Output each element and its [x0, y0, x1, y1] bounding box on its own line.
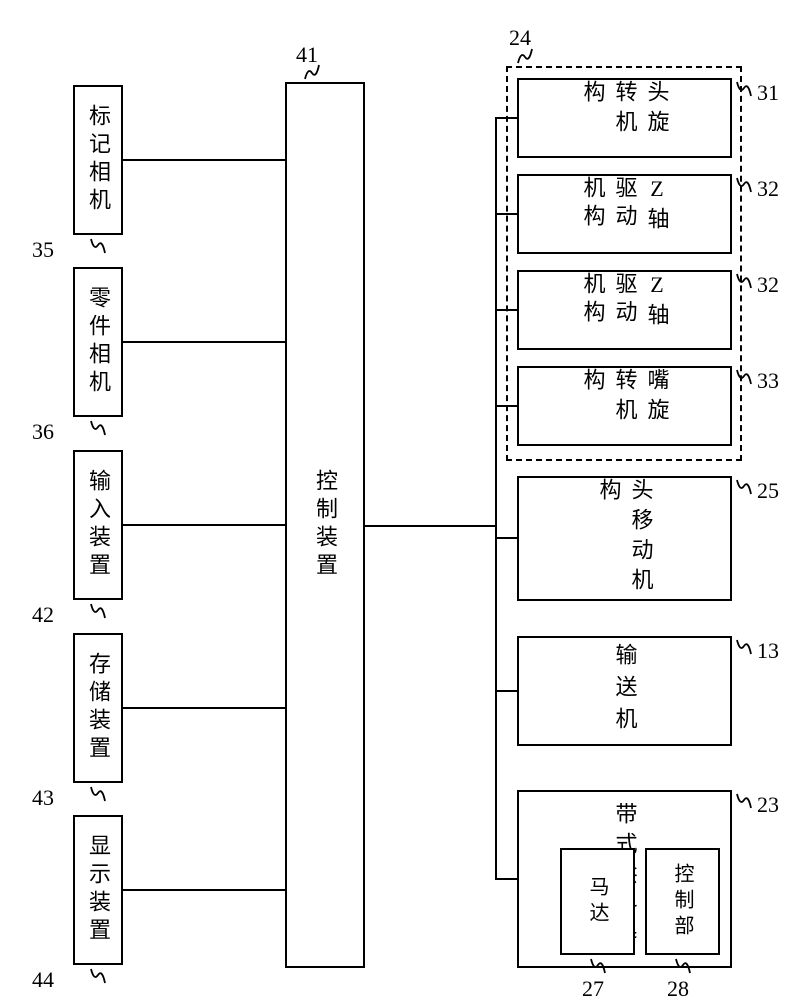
control-part: 控制部 [645, 848, 720, 955]
control-device: 控制装置 [285, 82, 365, 968]
squiggle [734, 176, 754, 194]
line [495, 117, 517, 119]
ref-25: 25 [757, 478, 779, 504]
display-device: 显示装置 [73, 815, 123, 965]
line [495, 405, 517, 407]
input-device-label: 输入装置 [82, 469, 114, 581]
parts-camera-label: 零件相机 [82, 286, 114, 398]
line [495, 213, 517, 215]
z-drive-2-label: Z轴驱动机构 [577, 272, 673, 348]
squiggle [734, 478, 754, 496]
line [123, 889, 285, 891]
storage-device: 存储装置 [73, 633, 123, 783]
z-drive-1-label: Z轴驱动机构 [577, 176, 673, 252]
squiggle [673, 957, 693, 975]
mark-camera-label: 标记相机 [82, 104, 114, 216]
ref-41: 41 [296, 42, 318, 68]
head-rotate: 头旋转机构 [517, 78, 732, 158]
conveyor: 输送机 [517, 636, 732, 746]
line [495, 117, 497, 879]
line [123, 341, 285, 343]
conveyor-label: 输送机 [609, 643, 641, 739]
ref-33: 33 [757, 368, 779, 394]
z-drive-1: Z轴驱动机构 [517, 174, 732, 254]
mark-camera: 标记相机 [73, 85, 123, 235]
motor: 马达 [560, 848, 635, 955]
line [123, 524, 285, 526]
z-drive-2: Z轴驱动机构 [517, 270, 732, 350]
ref-42: 42 [32, 602, 54, 628]
ref-32a: 32 [757, 176, 779, 202]
squiggle [88, 419, 108, 437]
line [495, 309, 517, 311]
input-device: 输入装置 [73, 450, 123, 600]
ref-44: 44 [32, 967, 54, 993]
control-device-label: 控制装置 [309, 469, 341, 581]
head-move: 头移动机构 [517, 476, 732, 601]
line [495, 878, 517, 880]
control-part-label: 控制部 [668, 863, 697, 941]
motor-label: 马达 [583, 876, 612, 928]
squiggle [588, 957, 608, 975]
ref-36: 36 [32, 419, 54, 445]
ref-32b: 32 [757, 272, 779, 298]
parts-camera: 零件相机 [73, 267, 123, 417]
line [365, 525, 495, 527]
ref-28: 28 [667, 976, 689, 1002]
squiggle [88, 602, 108, 620]
storage-device-label: 存储装置 [82, 652, 114, 764]
head-rotate-label: 头旋转机构 [577, 80, 673, 156]
squiggle [734, 272, 754, 290]
squiggle [88, 237, 108, 255]
display-device-label: 显示装置 [82, 834, 114, 946]
nozzle-rotate-label: 嘴旋转机构 [577, 368, 673, 444]
squiggle [88, 785, 108, 803]
line [123, 159, 285, 161]
squiggle [88, 967, 108, 985]
ref-24: 24 [509, 25, 531, 51]
line [495, 690, 517, 692]
ref-13: 13 [757, 638, 779, 664]
squiggle [734, 80, 754, 98]
line [495, 537, 517, 539]
ref-43: 43 [32, 785, 54, 811]
ref-35: 35 [32, 237, 54, 263]
squiggle [734, 638, 754, 656]
ref-27: 27 [582, 976, 604, 1002]
line [123, 707, 285, 709]
squiggle [734, 792, 754, 810]
ref-23: 23 [757, 792, 779, 818]
squiggle [734, 368, 754, 386]
head-move-label: 头移动机构 [593, 478, 657, 599]
nozzle-rotate: 嘴旋转机构 [517, 366, 732, 446]
ref-31: 31 [757, 80, 779, 106]
